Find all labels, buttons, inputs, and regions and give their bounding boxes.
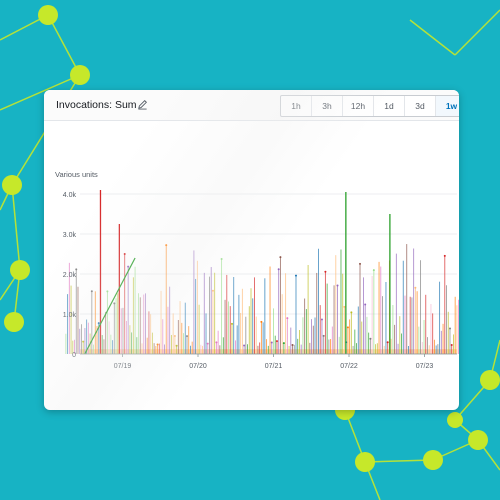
widget-title: Invocations: Sum [56, 99, 137, 111]
y-tick-label: 4.0k [63, 192, 77, 199]
series-point [443, 254, 446, 257]
x-tick-label: 07/23 [416, 363, 434, 370]
series-point [165, 244, 168, 247]
series-point [372, 269, 375, 272]
series-point [173, 335, 176, 338]
series-point [322, 334, 325, 337]
series-point [113, 302, 116, 305]
series-point [359, 262, 362, 265]
series-point [211, 289, 214, 292]
series-point [123, 252, 126, 255]
series-point [448, 327, 451, 330]
metric-widget: Invocations: Sum 1h 3h 12h 1d 3d 1w Vari… [44, 90, 459, 410]
series-point [127, 265, 130, 268]
x-tick-label: 07/21 [265, 363, 283, 370]
series-point [286, 317, 289, 320]
range-button-1d[interactable]: 1d [374, 96, 405, 116]
series-point [386, 341, 389, 344]
series-point [350, 311, 353, 314]
range-button-1w[interactable]: 1w [436, 96, 459, 116]
widget-header: Invocations: Sum 1h 3h 12h 1d 3d 1w [44, 90, 459, 121]
series-point [275, 340, 278, 343]
series-point [414, 286, 417, 289]
series-point [206, 342, 209, 345]
series-point [336, 284, 339, 287]
series-point [215, 341, 218, 344]
series-point [320, 318, 323, 321]
series-point [270, 341, 273, 344]
x-tick-label: 07/19 [114, 363, 132, 370]
series-point [364, 303, 367, 306]
series-point [97, 322, 100, 325]
series-point [294, 274, 297, 277]
series-point [343, 305, 346, 308]
series-point [450, 343, 453, 346]
series-point [277, 268, 280, 271]
range-button-12h[interactable]: 12h [343, 96, 374, 116]
series-point [279, 256, 282, 259]
series-point [175, 344, 178, 347]
series-point [282, 342, 285, 345]
range-button-3d[interactable]: 3d [405, 96, 436, 116]
series-point [243, 344, 246, 347]
y-tick-label: 3.0k [63, 232, 77, 239]
pencil-icon[interactable] [137, 99, 148, 110]
series-point [324, 270, 327, 273]
series-point [75, 268, 78, 271]
series-ramp-line [84, 257, 136, 355]
series-point [220, 258, 223, 261]
time-range-selector: 1h 3h 12h 1d 3d 1w [280, 95, 459, 117]
series-point [106, 290, 109, 293]
y-tick-label: 1.0k [63, 312, 77, 319]
range-button-1h[interactable]: 1h [281, 96, 312, 116]
series-point [346, 326, 349, 329]
range-button-3h[interactable]: 3h [312, 96, 343, 116]
x-tick-label: 07/20 [189, 363, 207, 370]
series-point [230, 322, 233, 325]
series-point [291, 343, 294, 346]
y-tick-label: 2.0k [63, 272, 77, 279]
y-axis-units-label: Various units [55, 170, 98, 179]
series-point [82, 340, 85, 343]
series-point [156, 343, 159, 346]
series-point [260, 320, 263, 323]
invocations-chart: 4.0k 3.0k 2.0k 1.0k 0 07/19 07/20 07/21 07/22 07/… [63, 190, 459, 370]
series-point [369, 337, 372, 340]
y-tick-label: 0 [72, 352, 76, 359]
series-point [90, 290, 93, 293]
series-point [185, 335, 188, 338]
x-tick-label: 07/22 [340, 363, 358, 370]
